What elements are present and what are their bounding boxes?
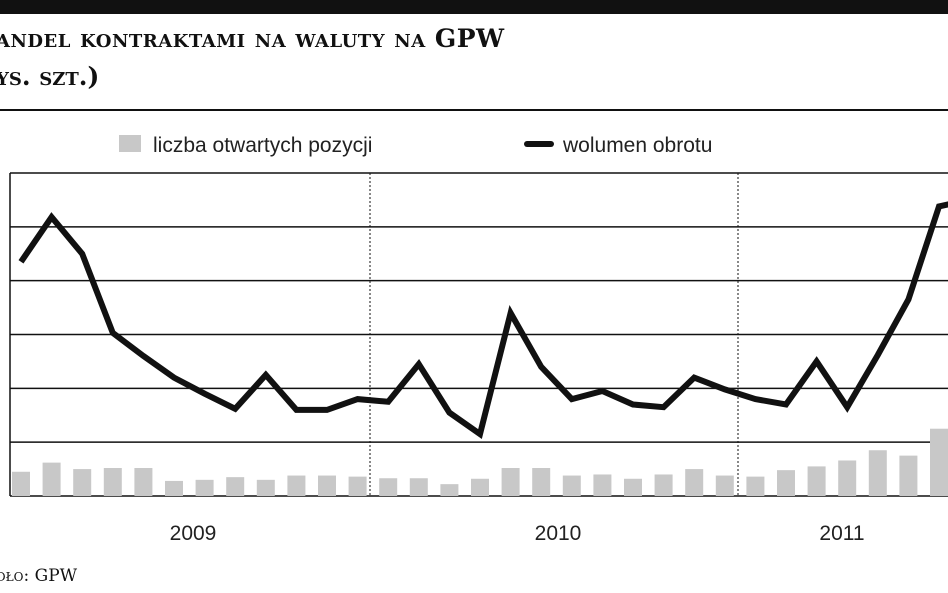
- bar: [746, 476, 765, 496]
- chart-title: andel kontraktami na waluty na GPW: [0, 24, 505, 53]
- bar: [42, 462, 61, 496]
- legend-label-bars: liczba otwartych pozycji: [153, 134, 372, 157]
- legend-bar-swatch: [119, 135, 141, 152]
- bar: [256, 479, 275, 496]
- bar: [654, 474, 673, 496]
- bar: [838, 460, 857, 496]
- line-series: [18, 201, 948, 440]
- year-label: 2011: [819, 522, 864, 545]
- bar: [715, 475, 734, 496]
- bar: [930, 428, 948, 496]
- chart-subtitle: ys. szt.): [0, 62, 100, 91]
- bar: [685, 469, 704, 496]
- bar: [532, 468, 551, 496]
- source-note: dło: GPW: [0, 566, 78, 586]
- bar: [409, 478, 428, 496]
- bar: [287, 475, 306, 496]
- bar: [807, 466, 826, 496]
- bar: [195, 479, 214, 496]
- top-bar: [0, 0, 948, 14]
- bar: [440, 484, 459, 496]
- bar: [73, 469, 92, 496]
- bar: [624, 478, 642, 496]
- bar: [593, 474, 612, 496]
- bar: [501, 468, 520, 496]
- bar-series: [12, 428, 948, 496]
- year-label: 2009: [170, 522, 217, 545]
- bar: [868, 450, 887, 496]
- bar: [379, 478, 398, 496]
- gridlines: [9, 172, 948, 497]
- bar: [777, 470, 795, 496]
- bar: [165, 480, 183, 496]
- bar: [226, 477, 245, 496]
- bar: [899, 455, 918, 496]
- legend-label-line: wolumen obrotu: [562, 134, 712, 157]
- x-axis-labels: 2009 2010 2011: [170, 522, 865, 545]
- year-label: 2010: [535, 522, 582, 545]
- bar: [562, 475, 581, 496]
- volume-line: [18, 201, 948, 440]
- bar: [134, 468, 153, 496]
- bar: [103, 468, 122, 496]
- bar: [348, 476, 367, 496]
- bar: [471, 478, 489, 496]
- bar: [12, 471, 30, 496]
- bar: [318, 475, 336, 496]
